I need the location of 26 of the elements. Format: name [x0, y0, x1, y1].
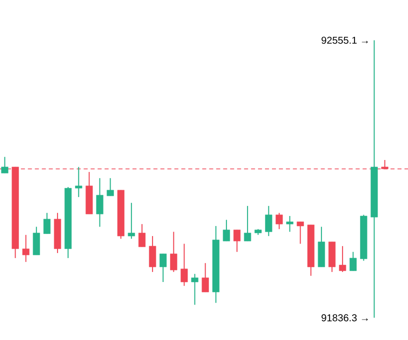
annotation: 91836.3 →	[322, 314, 368, 322]
candlestick	[191, 273, 198, 306]
candlestick	[222, 219, 230, 242]
candlestick	[22, 234, 30, 262]
candlestick	[138, 224, 146, 248]
candlestick	[1, 156, 8, 174]
candlestick	[265, 205, 272, 237]
candlestick	[96, 178, 104, 228]
candlestick	[244, 205, 252, 242]
candlestick	[170, 231, 178, 272]
candlestick	[276, 212, 283, 230]
candlestick	[350, 251, 357, 272]
annotation: 92555.1 →	[322, 36, 368, 44]
candlestick	[43, 212, 50, 234]
candlestick	[149, 236, 156, 272]
candlestick	[180, 243, 188, 286]
candlestick	[128, 202, 135, 240]
candlestick	[75, 166, 82, 198]
candlestick	[339, 246, 346, 272]
candlestick	[202, 262, 209, 293]
candlestick	[233, 229, 241, 252]
candlestick	[32, 226, 40, 256]
candlestick	[286, 215, 294, 232]
candlestick	[160, 253, 167, 283]
candlestick	[106, 178, 114, 196]
candlestick	[296, 221, 304, 244]
